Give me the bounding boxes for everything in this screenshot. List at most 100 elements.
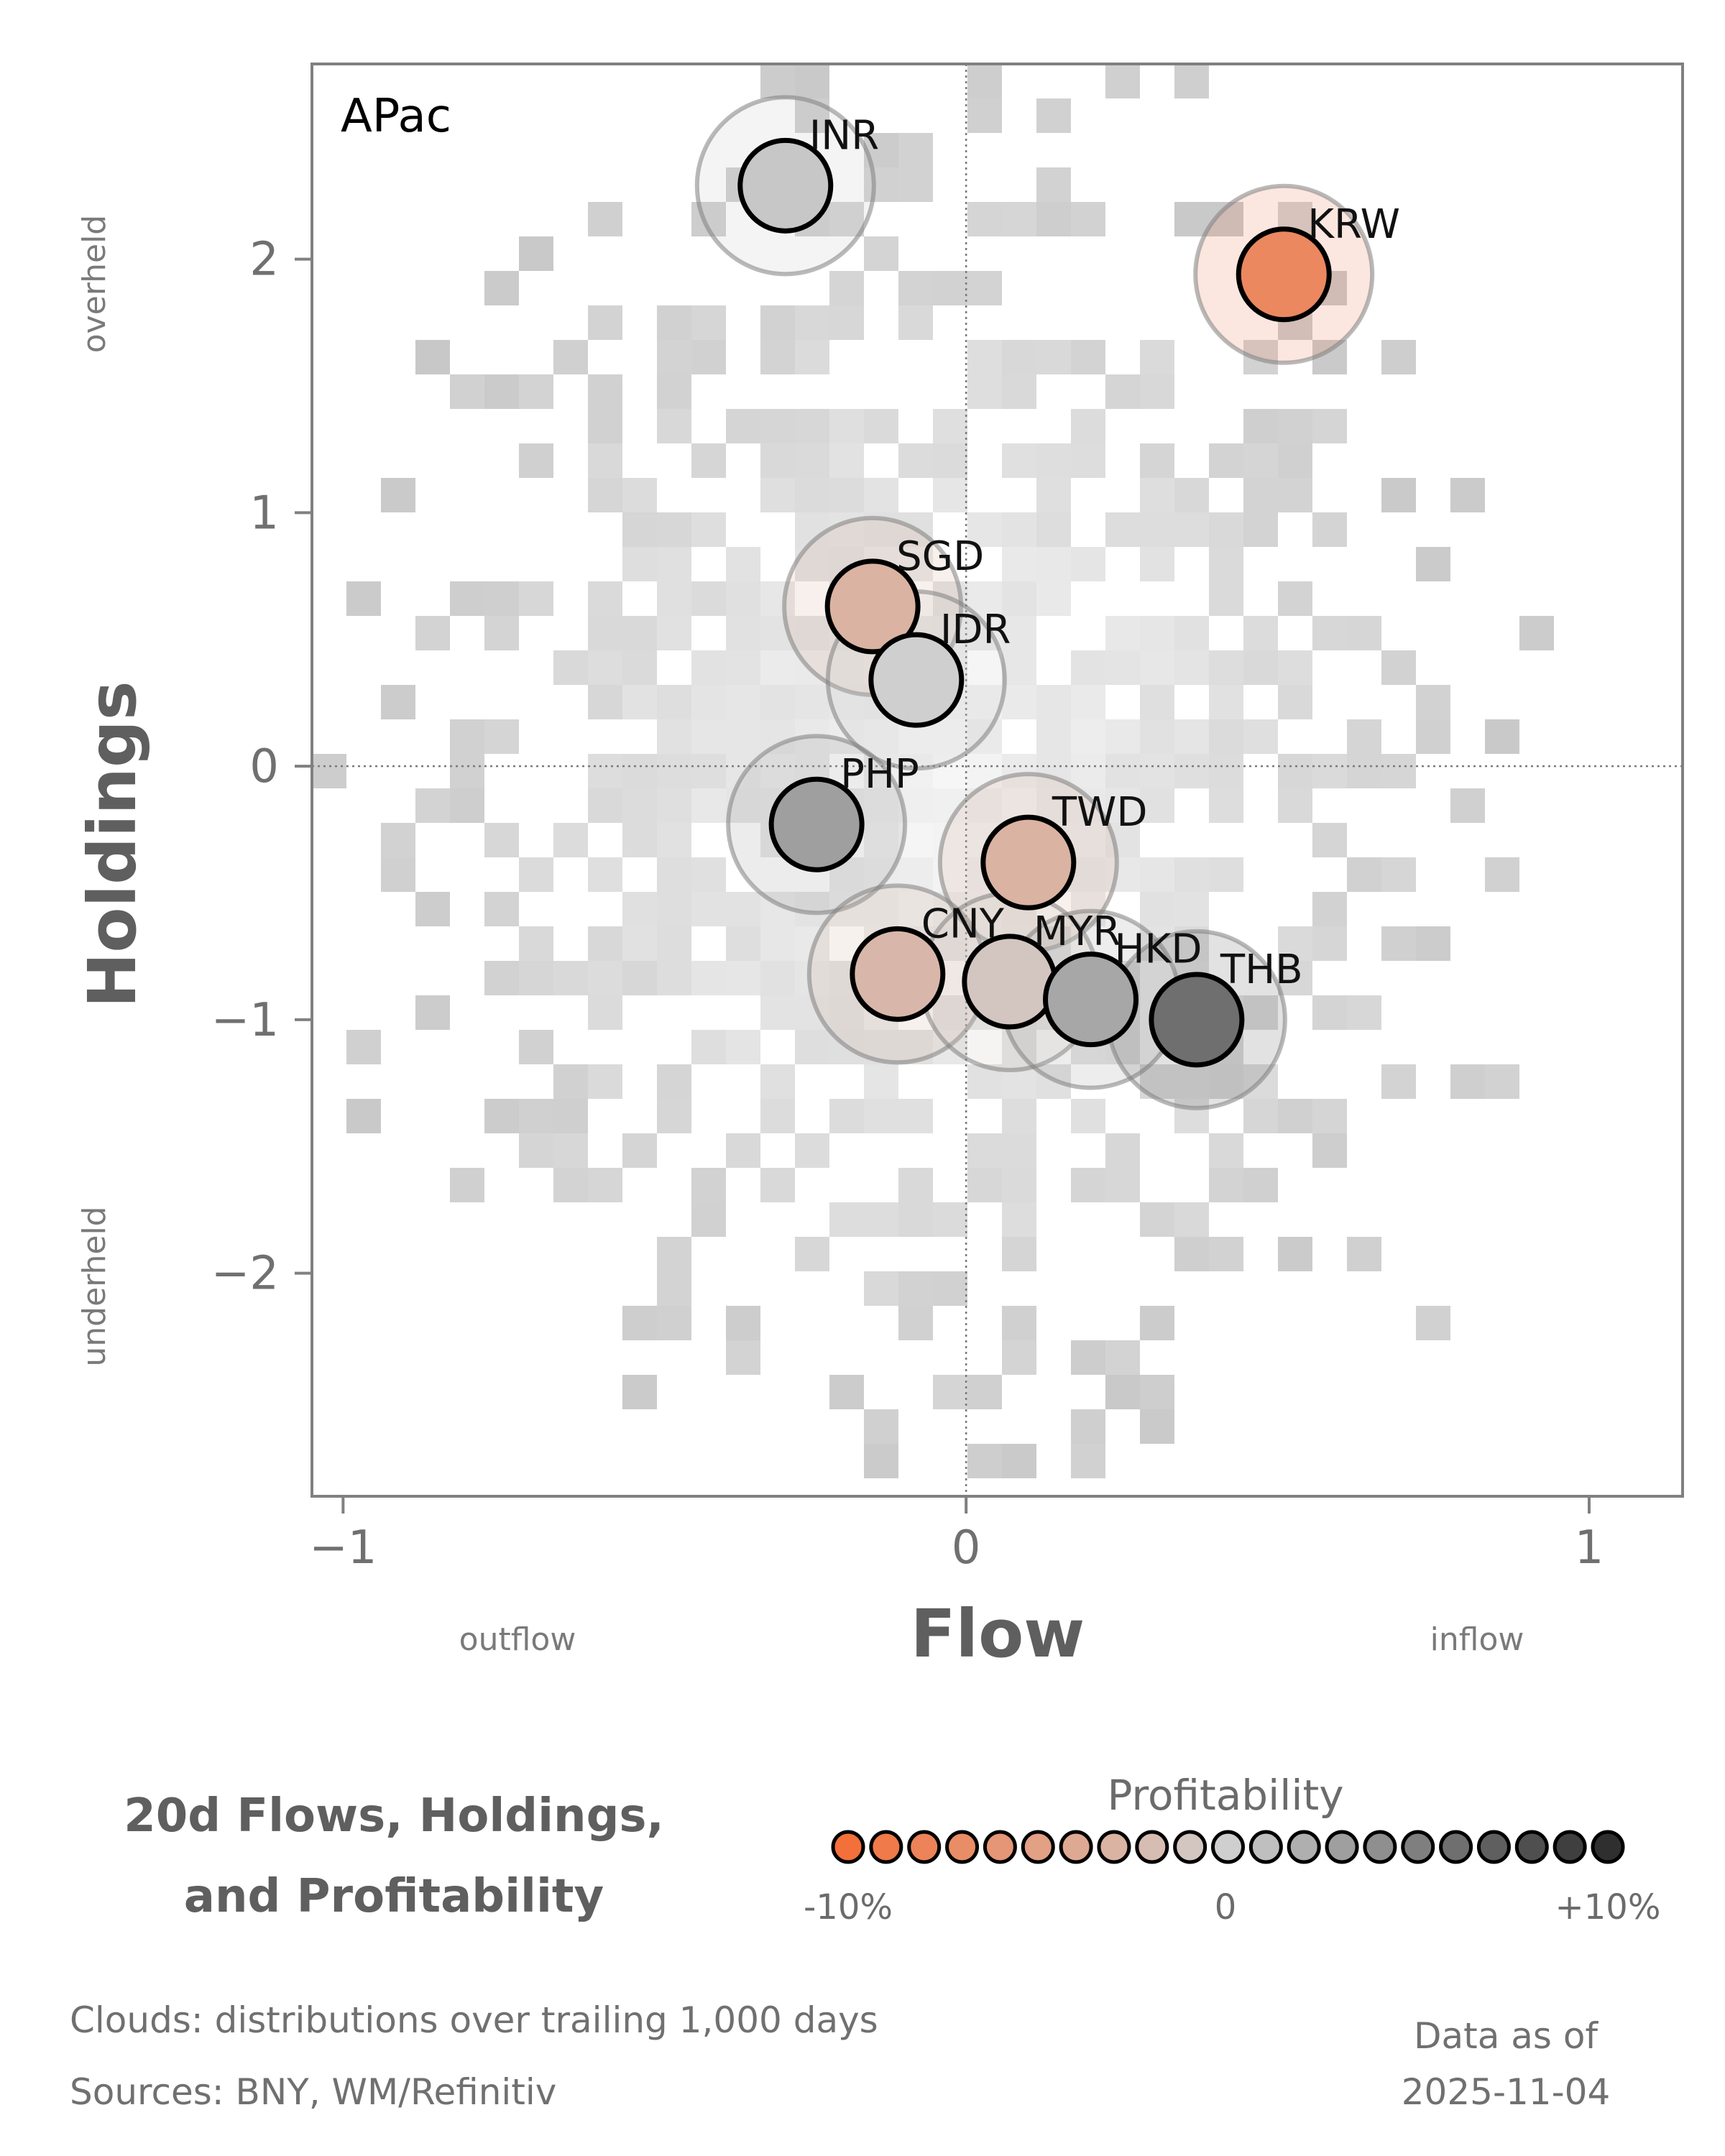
cloud-cell <box>864 1271 898 1306</box>
region-label: APac <box>341 90 451 143</box>
cloud-cell <box>829 202 864 236</box>
cloud-cell <box>553 340 588 374</box>
cloud-cell <box>1278 650 1312 685</box>
cloud-cell <box>1174 1064 1209 1099</box>
cloud-cell <box>1278 926 1312 961</box>
cloud-cell <box>1105 1168 1140 1202</box>
bubble-label-thb: THB <box>1220 946 1303 993</box>
cloud-cell <box>1243 1099 1278 1133</box>
cloud-cell <box>1416 926 1450 961</box>
cloud-cell <box>864 478 898 512</box>
cloud-cell <box>622 685 657 719</box>
cloud-cell <box>1140 616 1174 650</box>
cloud-cell <box>760 754 795 788</box>
cloud-cell <box>588 1064 622 1099</box>
cloud-cell <box>726 1306 760 1340</box>
cloud-cell <box>795 892 829 926</box>
cloud-cell <box>726 926 760 961</box>
bubble-label-cny: CNY <box>921 900 1005 947</box>
cloud-cell <box>1174 1202 1209 1237</box>
cloud-cell <box>1278 1237 1312 1271</box>
cloud-cell <box>795 1030 829 1064</box>
cloud-cell <box>967 1444 1002 1478</box>
cloud-cell <box>484 616 519 650</box>
cloud-cell <box>657 926 691 961</box>
cloud-cell <box>450 788 484 823</box>
cloud-cell <box>829 271 864 305</box>
cloud-cell <box>898 1168 933 1202</box>
cloud-cell <box>553 961 588 995</box>
cloud-cell <box>795 64 829 98</box>
cloud-cell <box>1140 547 1174 581</box>
cloud-cell <box>829 305 864 340</box>
footer-asof-label: Data as of <box>1414 2015 1598 2057</box>
cloud-cell <box>622 961 657 995</box>
bubble-inr <box>737 137 834 234</box>
cloud-cell <box>933 409 967 443</box>
cloud-cell <box>415 340 450 374</box>
legend-title: Profitability <box>1107 1771 1343 1820</box>
cloud-cell <box>1278 1099 1312 1133</box>
cloud-cell <box>1416 1306 1450 1340</box>
cloud-cell <box>1002 443 1036 478</box>
bubble-cny <box>850 926 946 1022</box>
cloud-cell <box>760 995 795 1030</box>
cloud-cell <box>1450 1064 1485 1099</box>
cloud-cell <box>1002 1237 1036 1271</box>
cloud-cell <box>1381 926 1416 961</box>
cloud-cell <box>1416 719 1450 754</box>
cloud-cell <box>1278 685 1312 719</box>
cloud-cell <box>760 719 795 754</box>
cloud-cell <box>1140 892 1174 926</box>
cloud-cell <box>795 1237 829 1271</box>
cloud-cell <box>691 443 726 478</box>
cloud-cell <box>1140 719 1174 754</box>
cloud-cell <box>1450 478 1485 512</box>
cloud-cell <box>1105 788 1140 823</box>
cloud-cell <box>760 64 795 98</box>
cloud-cell <box>933 995 967 1030</box>
cloud-cell <box>622 512 657 547</box>
cloud-cell <box>691 685 726 719</box>
cloud-cell <box>967 271 1002 305</box>
bubble-sgd <box>824 558 921 655</box>
cloud-cell <box>864 409 898 443</box>
legend-swatch <box>1021 1830 1055 1864</box>
cloud-cell <box>1209 581 1243 616</box>
cloud-cell <box>588 478 622 512</box>
cloud-cell <box>726 719 760 754</box>
cloud-cell <box>1002 1168 1036 1202</box>
cloud-cell <box>691 1202 726 1237</box>
cloud-cell <box>795 409 829 443</box>
cloud-cell <box>1140 1202 1174 1237</box>
cloud-cell <box>1416 685 1450 719</box>
cloud-cell <box>864 236 898 271</box>
cloud-cell <box>1071 788 1105 823</box>
cloud-cell <box>726 892 760 926</box>
cloud-cell <box>1381 340 1416 374</box>
cloud-cell <box>1347 616 1381 650</box>
cloud-cell <box>1416 547 1450 581</box>
cloud-cell <box>1209 443 1243 478</box>
cloud-cell <box>519 1030 553 1064</box>
cloud-cell <box>829 443 864 478</box>
cloud-cell <box>1071 340 1105 374</box>
cloud-cell <box>1312 1099 1347 1133</box>
cloud-cell <box>898 1099 933 1133</box>
cloud-cell <box>1278 478 1312 512</box>
cloud-cell <box>588 961 622 995</box>
cloud-cell <box>933 1271 967 1306</box>
bubble-thb <box>1149 972 1245 1068</box>
cloud-cell <box>1002 1306 1036 1340</box>
cloud-cell <box>967 98 1002 133</box>
cloud-cell <box>1347 995 1381 1030</box>
y-side-label-bottom: underheld <box>76 1206 113 1366</box>
cloud-cell <box>1140 374 1174 409</box>
cloud-cell <box>588 581 622 616</box>
cloud-cell <box>1002 512 1036 547</box>
cloud-cell <box>450 374 484 409</box>
cloud-cell <box>829 1202 864 1237</box>
cloud-cell <box>691 1168 726 1202</box>
cloud-cell <box>588 685 622 719</box>
legend-min-label: -10% <box>804 1887 893 1927</box>
